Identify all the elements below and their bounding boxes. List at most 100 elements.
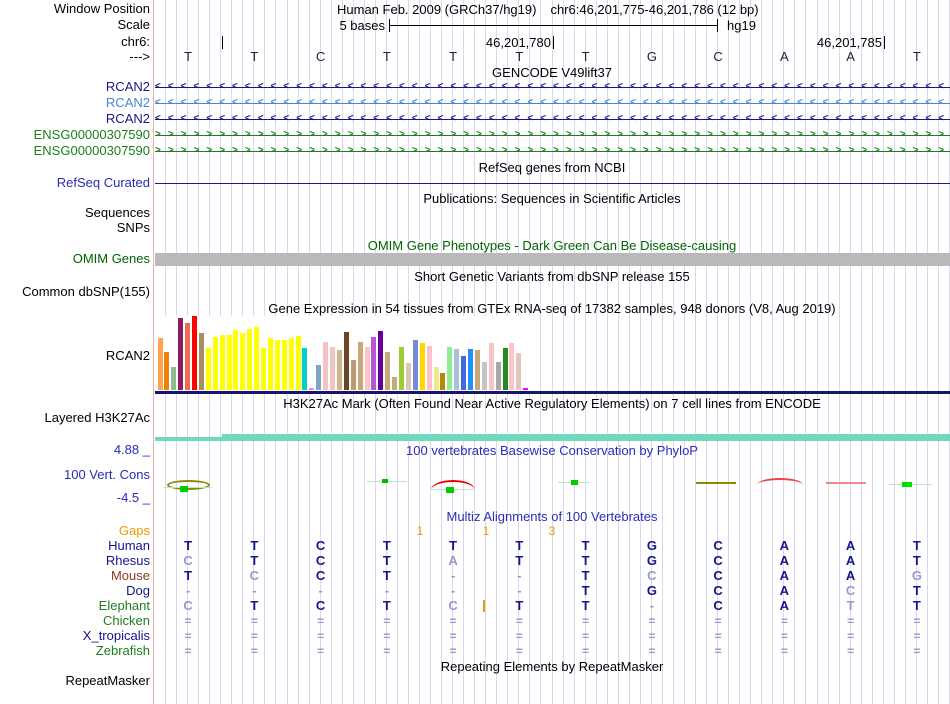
align-cell: C (315, 538, 326, 553)
scale-ruler-left-tick (389, 19, 390, 32)
align-cell: = (184, 614, 192, 628)
h3k27ac-signal-low[interactable] (155, 437, 222, 441)
gtex-bar (157, 338, 163, 390)
gridline (783, 0, 784, 704)
gtex-bar-chart[interactable] (156, 316, 533, 391)
gtex-bar (405, 363, 411, 390)
coord-minor-tick (222, 36, 223, 49)
species-label-chicken[interactable]: Chicken (103, 613, 150, 628)
gtex-bar (330, 347, 335, 390)
species-label-rhesus[interactable]: Rhesus (105, 553, 150, 568)
gap-count: 1 (482, 524, 490, 538)
align-cell: T (449, 538, 458, 553)
cons-track-label[interactable]: 100 Vert. Cons (64, 467, 150, 482)
align-cell: = (317, 629, 325, 643)
phylop-title: 100 vertebrates Basewise Conservation by… (406, 443, 698, 458)
conservation-mark-square (571, 480, 578, 485)
gtex-bar (309, 388, 315, 390)
gene-label[interactable]: ENSG00000307590 (33, 143, 150, 158)
intron-arrows-left: <<<<<<<<<<<<<<<<<<<<<<<<<<<<<<<<<<<<<<<<… (155, 81, 950, 92)
align-cell: A (779, 583, 790, 598)
coord-label-780: 46,201,780 (485, 35, 551, 50)
gaps-label[interactable]: Gaps (118, 523, 150, 538)
gtex-bar (281, 340, 287, 390)
align-cell: = (780, 614, 788, 628)
gtex-gene-label[interactable]: RCAN2 (105, 348, 150, 363)
gridline (805, 0, 806, 704)
gene-label[interactable]: ENSG00000307590 (33, 127, 150, 142)
gene-label[interactable]: RCAN2 (105, 79, 150, 94)
gridline (673, 0, 674, 704)
align-cell: G (646, 553, 657, 568)
snps-label[interactable]: SNPs (116, 220, 150, 235)
align-cell: A (845, 553, 856, 568)
align-cell: = (515, 614, 523, 628)
gtex-bar (288, 338, 294, 390)
window-position-label[interactable]: Window Position (53, 1, 150, 16)
common-dbsnp-label[interactable]: Common dbSNP(155) (22, 284, 150, 299)
gridline (883, 0, 884, 704)
align-cell: T (581, 583, 590, 598)
h3k27ac-title: H3K27Ac Mark (Often Found Near Active Re… (283, 396, 821, 411)
layered-h3k27ac-label[interactable]: Layered H3K27Ac (44, 410, 150, 425)
species-label-dog[interactable]: Dog (126, 583, 150, 598)
gridline (938, 0, 939, 704)
species-label-zebrafish[interactable]: Zebrafish (95, 643, 150, 658)
gridline (739, 0, 740, 704)
multiz-title: Multiz Alignments of 100 Vertebrates (446, 509, 658, 524)
align-cell: C (713, 568, 723, 583)
gridline (728, 0, 729, 704)
gene-label[interactable]: RCAN2 (105, 95, 150, 110)
h3k27ac-signal-high[interactable] (222, 434, 950, 441)
intron-line (155, 135, 950, 136)
align-cell: = (913, 614, 921, 628)
gtex-baseline (155, 391, 950, 394)
refseq-title: RefSeq genes from NCBI (478, 160, 626, 175)
sequences-label[interactable]: Sequences (84, 205, 150, 220)
gridline (640, 0, 641, 704)
gene-label[interactable]: RCAN2 (105, 111, 150, 126)
omim-genes-label[interactable]: OMIM Genes (72, 251, 150, 266)
scale-label[interactable]: Scale (117, 17, 150, 32)
coord-label-785: 46,201,785 (816, 35, 882, 50)
gap-count: 1 (416, 524, 424, 538)
species-label-x_tropicalis[interactable]: X_tropicalis (82, 628, 150, 643)
gtex-bar (461, 356, 467, 390)
gtex-bar (233, 330, 239, 390)
gtex-bar (343, 332, 349, 390)
scale-ruler-right-tick (717, 19, 718, 32)
refseq-curated-label[interactable]: RefSeq Curated (56, 175, 150, 190)
align-cell: A (779, 538, 790, 553)
gridline (828, 0, 829, 704)
omim-track-bar[interactable] (155, 253, 950, 266)
gtex-bar (447, 347, 453, 390)
conservation-mark-square (902, 482, 912, 487)
base-letter: C (315, 49, 326, 64)
align-cell: T (581, 553, 590, 568)
gtex-bar (240, 333, 246, 390)
gtex-bar (226, 335, 232, 390)
conservation-mark-square (446, 487, 454, 493)
repeatmasker-label[interactable]: RepeatMasker (65, 673, 150, 688)
base-letter: T (449, 49, 458, 64)
conservation-mark-square (382, 479, 388, 483)
species-label-mouse[interactable]: Mouse (110, 568, 150, 583)
species-label-human[interactable]: Human (108, 538, 150, 553)
refseq-gene-line[interactable] (155, 183, 950, 184)
align-cell: T (581, 598, 590, 613)
gtex-bar (302, 348, 308, 390)
align-cell: G (646, 538, 657, 553)
gtex-bar (385, 352, 391, 390)
conservation-mark-line (696, 482, 736, 484)
align-cell: A (448, 553, 458, 568)
gridline (540, 0, 541, 704)
align-cell: = (250, 629, 258, 643)
strand-label[interactable]: ---> (129, 49, 150, 64)
gtex-bar (523, 388, 529, 390)
gtex-bar (419, 343, 425, 390)
gridline (574, 0, 575, 704)
gencode-title: GENCODE V49lift37 (492, 65, 612, 80)
align-cell: = (383, 644, 391, 658)
coord-tick-785 (884, 36, 885, 49)
species-label-elephant[interactable]: Elephant (98, 598, 150, 613)
